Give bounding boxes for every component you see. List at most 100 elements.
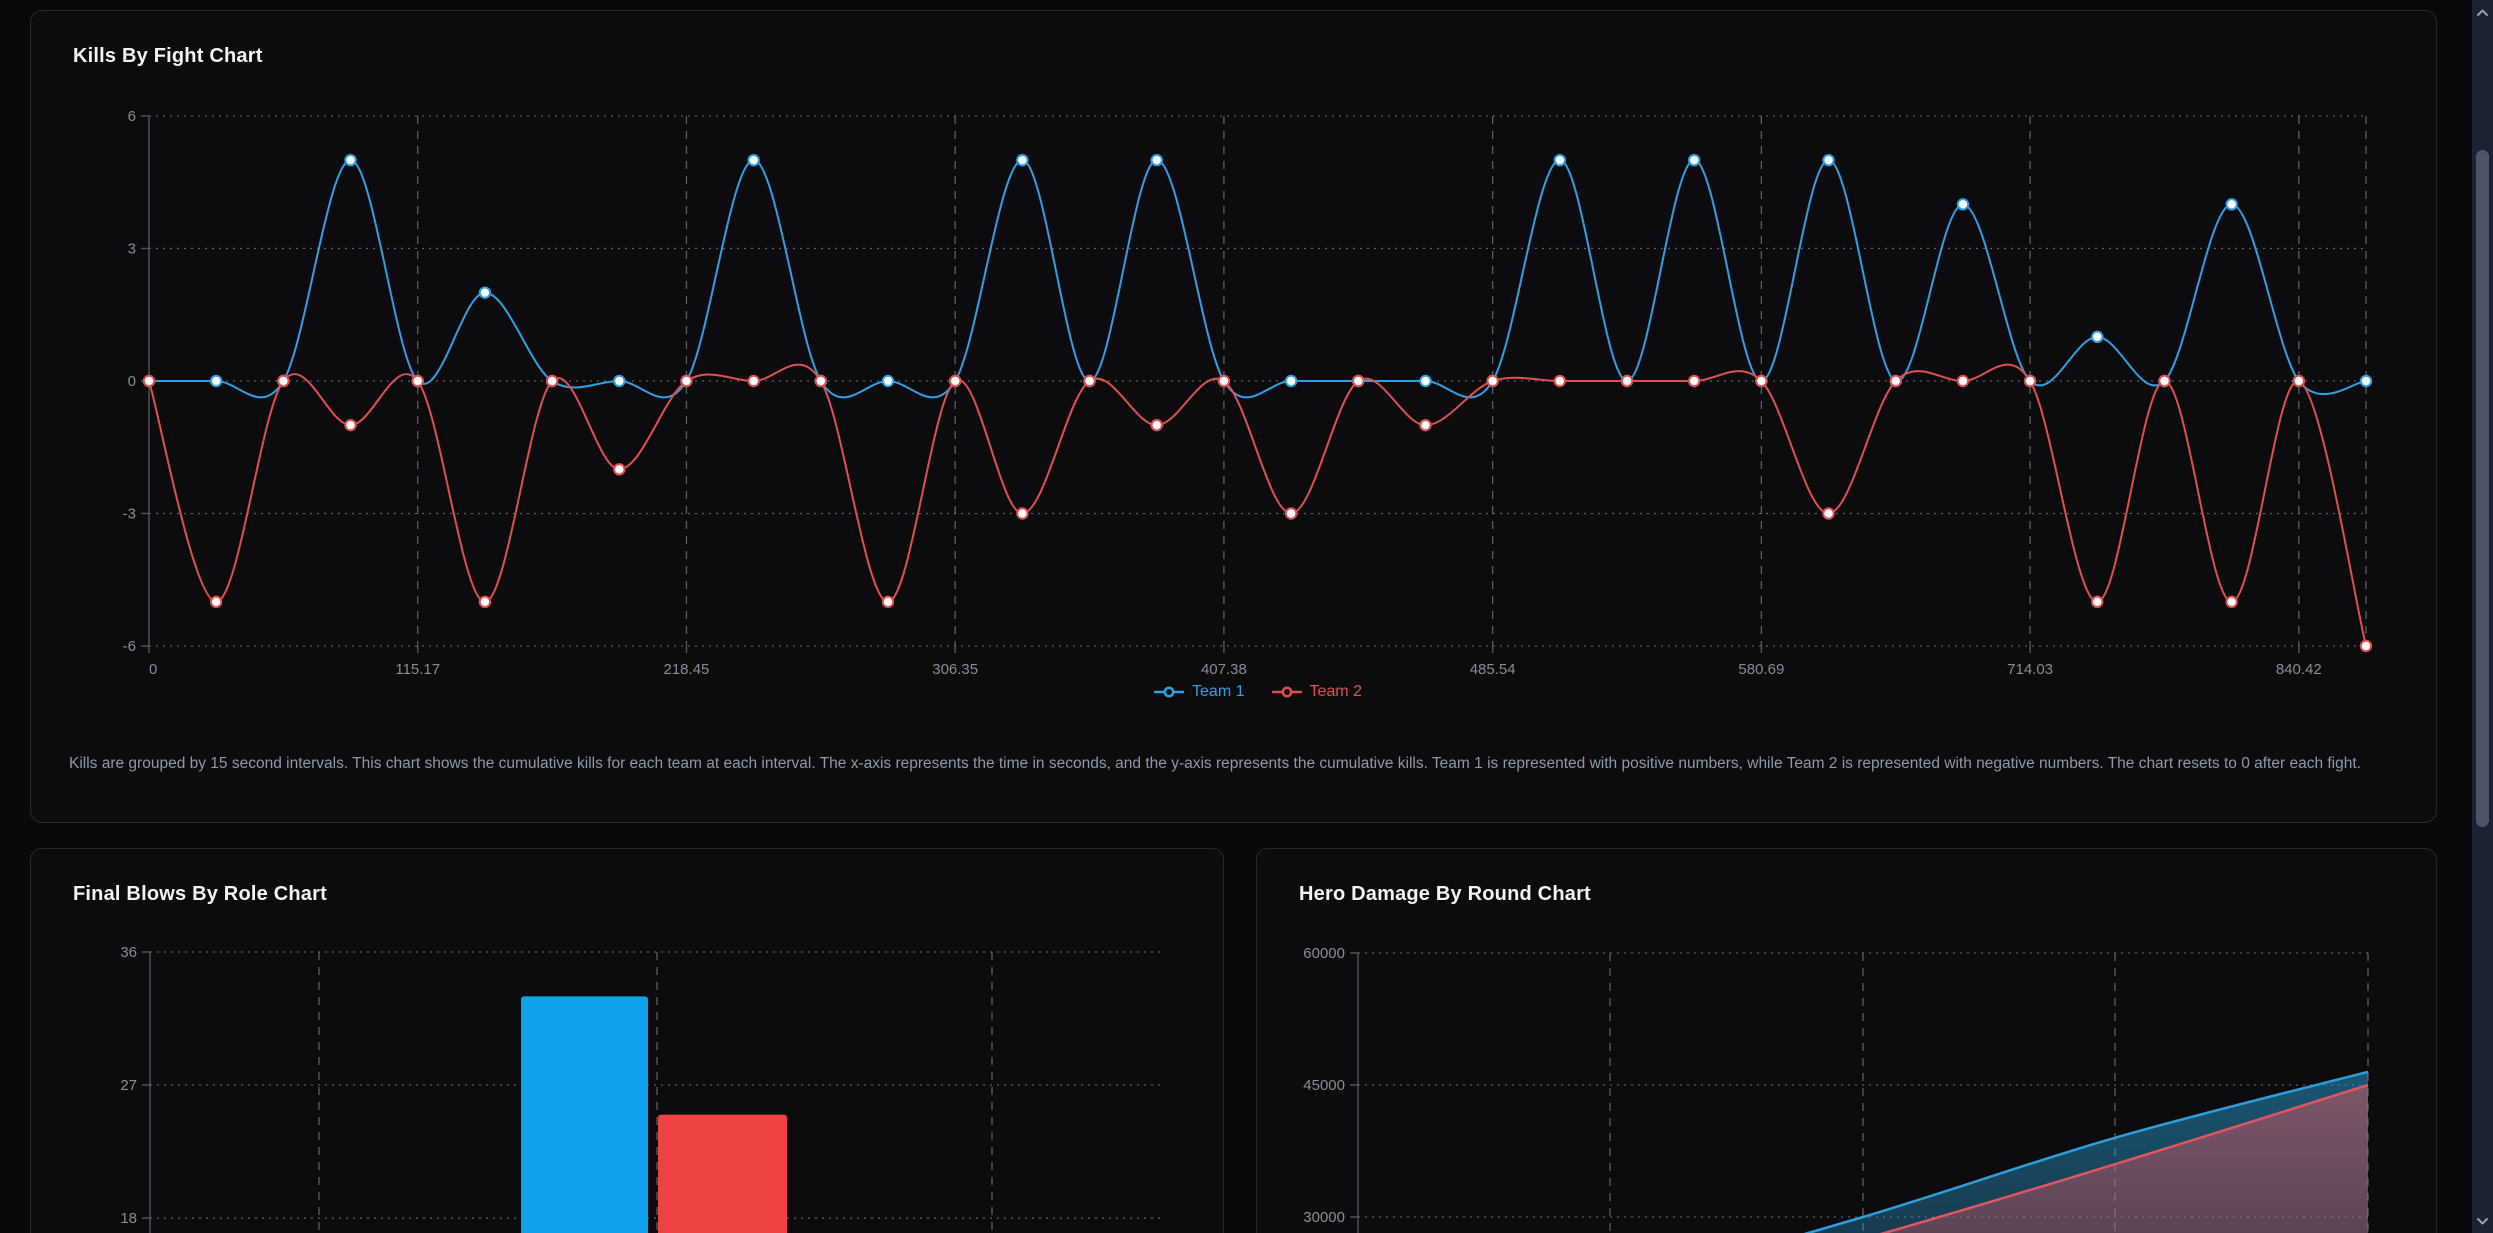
x-axis-label: 0 [149, 661, 157, 678]
data-point [1150, 153, 1163, 167]
kills-chart-description: Kills are grouped by 15 second intervals… [69, 755, 2361, 772]
data-point [1419, 418, 1432, 432]
legend-circle [1163, 686, 1175, 698]
x-axis-label: 306.35 [932, 661, 978, 678]
data-point [1419, 374, 1432, 388]
data-point [344, 418, 357, 432]
x-axis-label: 580.69 [1738, 661, 1784, 678]
data-point [1016, 153, 1029, 167]
data-point [2359, 374, 2373, 388]
y-axis-label: 45000 [1303, 1077, 1345, 1094]
y-axis-label: 60000 [1303, 945, 1345, 962]
scrollbar-thumb[interactable] [2476, 150, 2489, 827]
hero-damage-chart-title: Hero Damage By Round Chart [1299, 883, 1591, 905]
data-point [2023, 374, 2037, 388]
x-axis-label: 218.45 [664, 661, 710, 678]
final-blows-by-role-chart[interactable]: 36 27 18 [31, 849, 1224, 1233]
data-point [1352, 374, 1365, 388]
x-axis-label: 407.38 [1201, 661, 1247, 678]
x-axis-label: 840.42 [2276, 661, 2322, 678]
data-point [1553, 153, 1567, 167]
data-point [747, 374, 760, 388]
data-point [1553, 374, 1567, 388]
line-series-icon [1271, 686, 1302, 698]
legend-label-team2: Team 2 [1309, 683, 1362, 700]
x-axis-label: 485.54 [1470, 661, 1516, 678]
data-point [2091, 330, 2104, 344]
data-point [2225, 198, 2238, 211]
data-point [1687, 153, 1701, 167]
chevron-down-icon[interactable] [2472, 1211, 2493, 1231]
kills-chart-title: Kills By Fight Chart [73, 45, 263, 67]
series-line-team1 [148, 159, 2367, 399]
data-point [2292, 374, 2306, 388]
data-point [344, 153, 357, 167]
data-point [1687, 374, 1701, 388]
data-point [948, 374, 962, 388]
legend-circle [1281, 686, 1292, 698]
data-point [142, 374, 156, 388]
y-axis-label: -3 [123, 506, 136, 523]
final-blows-by-role-card: Final Blows By Role Chart 36 27 18 [30, 848, 1224, 1233]
data-point [1486, 374, 1499, 388]
area-fill-team2 [1884, 1085, 2368, 1233]
data-point [277, 374, 290, 388]
series-line-team1 [1803, 1070, 2369, 1233]
x-axis-label: 115.17 [395, 661, 440, 678]
y-axis-label: 3 [128, 241, 136, 258]
data-point [814, 374, 828, 388]
chart-legend: Team 1 Team 2 [149, 683, 2366, 701]
y-axis-label: 0 [128, 373, 136, 390]
data-point [1217, 374, 1231, 388]
data-point [613, 374, 626, 388]
data-point [1755, 374, 1768, 388]
chevron-up-icon[interactable] [2472, 2, 2493, 22]
data-point [1016, 507, 1029, 520]
data-point [881, 595, 895, 609]
data-point [209, 374, 223, 388]
y-axis-label: -6 [123, 638, 136, 655]
data-point [411, 374, 424, 388]
hero-damage-by-round-card: Hero Damage By Round Chart 60000 45000 300… [1256, 848, 2437, 1233]
data-point [478, 595, 492, 609]
y-axis-label: 27 [120, 1077, 137, 1094]
data-point [747, 153, 760, 167]
line-series-icon [1154, 686, 1185, 698]
data-point [478, 286, 492, 299]
data-point [1284, 507, 1298, 520]
data-point [680, 374, 693, 388]
y-axis-label: 30000 [1303, 1209, 1345, 1226]
data-point [2359, 639, 2373, 653]
series-line-team2 [1879, 1083, 2369, 1233]
data-point [2158, 374, 2171, 388]
hero-damage-by-round-chart[interactable]: 60000 45000 30000 [1257, 849, 2437, 1233]
data-point [545, 374, 559, 388]
legend-item-team2[interactable]: Team 2 [1271, 683, 1362, 701]
bar-team2 [658, 1114, 787, 1233]
x-axis-label: 714.03 [2007, 661, 2053, 678]
data-point [1150, 418, 1163, 432]
data-point [1889, 374, 1902, 388]
legend-item-team1[interactable]: Team 1 [1153, 683, 1245, 701]
y-axis-label: 36 [120, 944, 137, 961]
data-point [613, 463, 626, 476]
data-point [2225, 595, 2238, 609]
data-point [1822, 153, 1835, 167]
kills-by-fight-card: Kills By Fight Chart 6 3 0 -3 -6 0 115.17 218.4… [30, 10, 2437, 823]
data-point [2091, 595, 2104, 609]
y-axis-label: 6 [128, 108, 136, 125]
data-point [1822, 507, 1835, 520]
legend-label-team1: Team 1 [1192, 683, 1245, 700]
data-point [209, 595, 223, 609]
final-blows-chart-title: Final Blows By Role Chart [73, 883, 327, 905]
data-point [1956, 198, 1970, 211]
data-point [1956, 374, 1970, 388]
scrollbar[interactable] [2472, 0, 2493, 1233]
y-axis-label: 18 [120, 1210, 137, 1227]
data-point [1284, 374, 1298, 388]
data-point [881, 374, 895, 388]
data-point [1083, 374, 1096, 388]
kills-by-fight-chart[interactable]: 6 3 0 -3 -6 0 115.17 218.45 306.35 407.38 485.54 58… [31, 11, 2437, 823]
data-point [1620, 374, 1634, 388]
